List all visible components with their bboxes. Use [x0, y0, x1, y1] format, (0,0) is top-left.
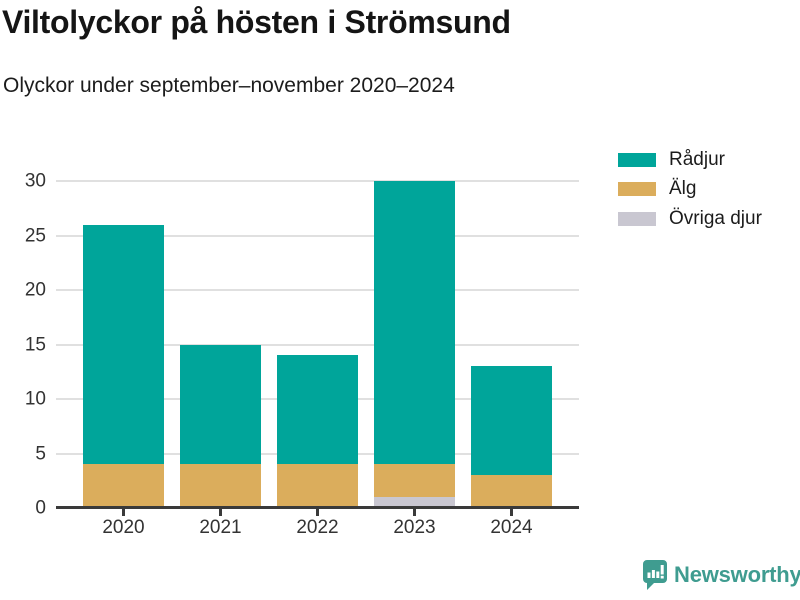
bar-segment-Älg-2024	[471, 475, 552, 508]
legend-label-Rådjur: Rådjur	[669, 148, 725, 170]
bar-segment-Älg-2021	[180, 464, 261, 508]
legend: Rådjur Älg Övriga djur	[618, 145, 762, 234]
bar-segment-Älg-2022	[277, 464, 358, 508]
brand-text: Newsworthy	[674, 562, 800, 587]
legend-swatch-Övriga djur	[618, 211, 656, 226]
legend-item-Övriga djur: Övriga djur	[618, 204, 762, 234]
y-tick-label-0: 0	[35, 497, 46, 519]
x-tick-mark-2023	[413, 509, 416, 516]
x-tick-label-2021: 2021	[199, 517, 242, 538]
legend-swatch-Älg	[618, 182, 656, 197]
x-tick-mark-2021	[219, 509, 222, 516]
bar-chart-speech-bubble-icon	[643, 560, 667, 590]
newsworthy-logo: Newsworthy	[643, 560, 800, 590]
legend-item-Älg: Älg	[618, 175, 762, 205]
x-tick-label-2024: 2024	[490, 517, 533, 538]
gridline-25	[56, 234, 579, 237]
chart-subtitle: Olyckor under september–november 2020–20…	[3, 74, 455, 97]
bar-segment-Rådjur-2021	[180, 344, 261, 465]
bar-segment-Övriga djur-2023	[374, 497, 455, 508]
plot-area	[56, 180, 579, 508]
bar-segment-Rådjur-2023	[374, 181, 455, 465]
y-tick-label-15: 15	[24, 334, 46, 355]
gridline-20	[56, 289, 579, 291]
x-axis-line	[56, 506, 579, 509]
legend-label-Övriga djur: Övriga djur	[669, 207, 762, 229]
y-tick-label-25: 25	[24, 225, 46, 246]
bar-segment-Älg-2023	[374, 464, 455, 498]
x-tick-label-2020: 2020	[102, 517, 145, 538]
chart-title: Viltolyckor på hösten i Strömsund	[2, 4, 511, 40]
gridline-30	[56, 180, 579, 182]
legend-item-Rådjur: Rådjur	[618, 145, 762, 175]
x-tick-label-2022: 2022	[296, 517, 339, 538]
x-tick-mark-2024	[510, 509, 513, 516]
x-tick-label-2023: 2023	[393, 517, 436, 538]
legend-label-Älg: Älg	[669, 178, 697, 200]
y-tick-label-30: 30	[24, 170, 46, 192]
y-tick-label-10: 10	[24, 388, 46, 410]
bar-segment-Älg-2020	[83, 464, 164, 508]
y-tick-label-20: 20	[24, 279, 46, 301]
bar-segment-Rådjur-2020	[83, 224, 164, 465]
bar-segment-Rådjur-2022	[277, 355, 358, 465]
legend-swatch-Rådjur	[618, 152, 656, 167]
y-axis-labels: 0 5 10 15 20 25 30	[0, 172, 46, 518]
x-tick-mark-2020	[122, 509, 125, 516]
gridline-15	[56, 343, 579, 346]
bar-segment-Rådjur-2024	[471, 366, 552, 476]
x-tick-mark-2022	[316, 509, 319, 516]
y-tick-label-5: 5	[35, 443, 46, 464]
